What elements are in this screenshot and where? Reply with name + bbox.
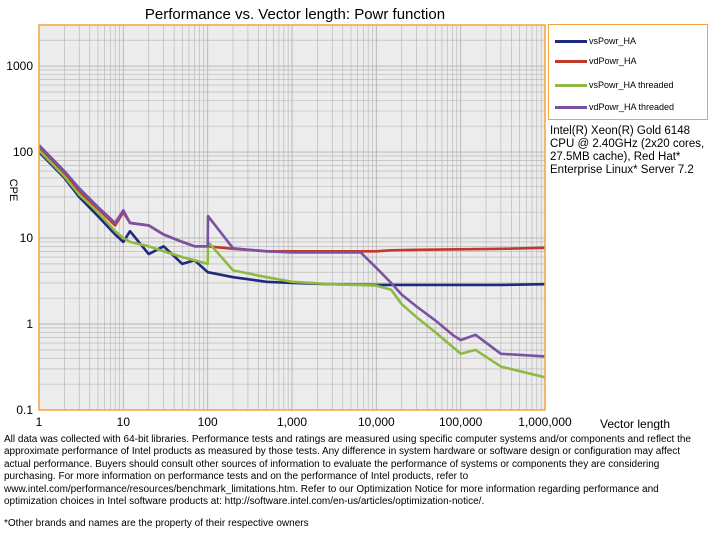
series-line (38, 151, 546, 287)
legend: vsPowr_HA vdPowr_HA vsPowr_HA threaded v… (548, 24, 708, 120)
x-tick-label: 100,000 (439, 415, 483, 429)
x-tick-label: 10,000 (358, 415, 395, 429)
y-tick-label: 1 (26, 317, 33, 331)
y-axis-ticks: 0.1 1 10 100 1000 (6, 59, 33, 417)
legend-item: vdPowr_HA threaded (555, 100, 674, 114)
y-tick-label: 0.1 (16, 403, 33, 417)
legend-item: vdPowr_HA (555, 54, 637, 68)
series-line (38, 149, 546, 379)
legend-item: vsPowr_HA threaded (555, 78, 674, 92)
legend-swatch (555, 60, 587, 64)
x-axis-ticks: 1 10 100 1,000 10,000 100,000 1,000,000 (36, 415, 572, 429)
legend-item: vsPowr_HA (555, 34, 636, 48)
x-tick-label: 1,000 (277, 415, 307, 429)
chart-title: Performance vs. Vector length: Powr func… (145, 6, 445, 23)
legend-label: vdPowr_HA threaded (589, 102, 675, 112)
y-tick-label: 1000 (6, 59, 33, 73)
x-tick-label: 1,000,000 (518, 415, 572, 429)
y-axis-label: CPE (7, 179, 19, 202)
legend-swatch (555, 84, 587, 88)
legend-label: vsPowr_HA threaded (589, 80, 674, 90)
plot-border (38, 24, 546, 411)
cpu-note: Intel(R) Xeon(R) Gold 6148 CPU @ 2.40GHz… (550, 125, 705, 176)
legend-label: vdPowr_HA (589, 56, 637, 66)
legend-label: vsPowr_HA (589, 36, 637, 46)
legend-swatch (555, 40, 587, 44)
footer-note: All data was collected with 64-bit libra… (4, 434, 691, 508)
x-tick-label: 100 (198, 415, 218, 429)
x-tick-label: 1 (36, 415, 43, 429)
y-tick-label: 100 (13, 145, 33, 159)
series-line (38, 144, 546, 358)
y-tick-label: 10 (20, 231, 34, 245)
legend-swatch (555, 106, 587, 110)
trademark-note: *Other brands and names are the property… (4, 518, 309, 529)
x-tick-label: 10 (117, 415, 131, 429)
series-layer (38, 144, 546, 379)
chart: Performance vs. Vector length: Powr func… (6, 6, 670, 430)
x-axis-label: Vector length (600, 417, 670, 430)
